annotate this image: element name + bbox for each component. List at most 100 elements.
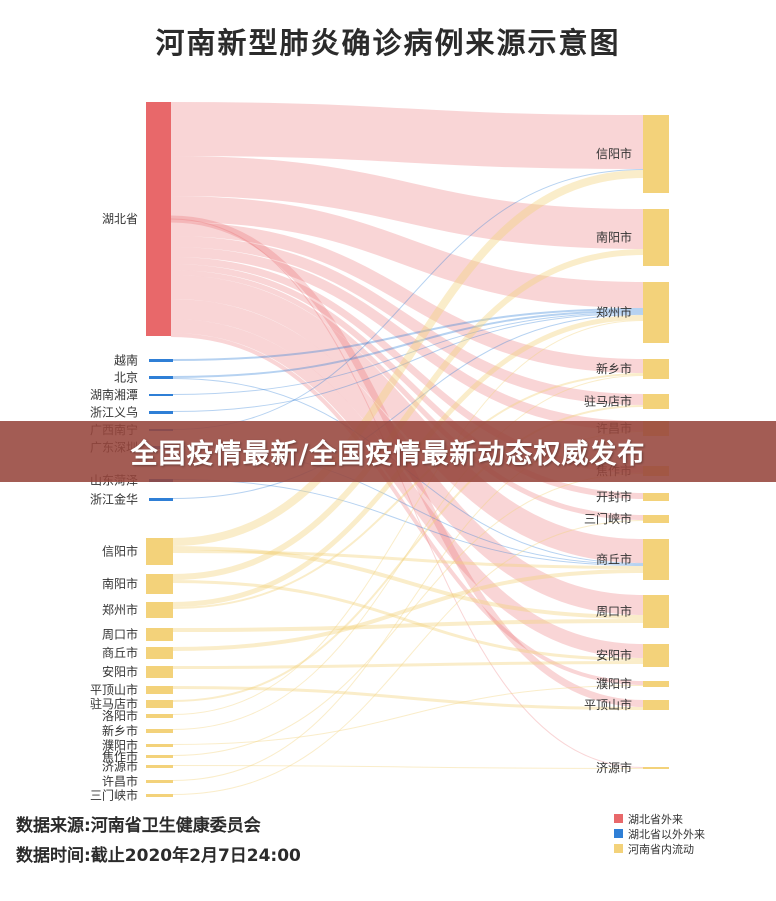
sankey-link bbox=[172, 685, 644, 745]
sankey-link bbox=[170, 319, 644, 658]
target-node-bar bbox=[643, 539, 669, 580]
sankey-link bbox=[170, 264, 644, 499]
source-node-label: 周口市 bbox=[102, 627, 138, 642]
source-node-bar bbox=[146, 647, 173, 659]
source-node-label: 三门峡市 bbox=[90, 788, 138, 803]
target-node-bar bbox=[643, 209, 669, 266]
target-node-bar bbox=[643, 515, 669, 523]
source-node-bar bbox=[146, 574, 173, 594]
source-node-label: 信阳市 bbox=[102, 544, 138, 559]
source-node-bar bbox=[146, 714, 173, 718]
sankey-link bbox=[172, 580, 644, 661]
sankey-link bbox=[172, 169, 644, 430]
target-node-label: 安阳市 bbox=[596, 648, 632, 663]
source-node-bar bbox=[149, 411, 173, 414]
sankey-link bbox=[170, 196, 644, 308]
target-node-bar bbox=[643, 595, 669, 628]
legend-label: 河南省内流动 bbox=[628, 842, 694, 856]
target-node-bar bbox=[643, 681, 669, 687]
sankey-link bbox=[172, 313, 644, 412]
source-node-bar bbox=[149, 394, 173, 396]
sankey-link bbox=[172, 373, 644, 609]
target-node-label: 驻马店市 bbox=[584, 394, 632, 409]
source-node-bar bbox=[146, 538, 173, 565]
target-nodes: 信阳市南阳市郑州市新乡市驻马店市许昌市焦作市开封市三门峡市商丘市周口市安阳市濮阳… bbox=[584, 115, 669, 775]
target-node-label: 平顶山市 bbox=[584, 697, 632, 712]
sankey-link bbox=[172, 520, 644, 795]
source-node-label: 商丘市 bbox=[102, 645, 138, 660]
target-node-label: 南阳市 bbox=[596, 230, 632, 245]
source-node-label: 驻马店市 bbox=[90, 696, 138, 711]
legend-item: 湖北省以外外来 bbox=[614, 826, 705, 841]
target-node-bar bbox=[643, 700, 669, 710]
sankey-link bbox=[170, 275, 644, 563]
sankey-link bbox=[170, 156, 644, 249]
data-time-text: 数据时间:截止2020年2月7日24:00 bbox=[16, 846, 301, 866]
source-node-bar bbox=[146, 602, 173, 618]
sankey-link bbox=[170, 222, 644, 373]
legend-swatch bbox=[614, 844, 623, 853]
source-node-label: 洛阳市 bbox=[102, 708, 138, 723]
sankey-link bbox=[172, 312, 644, 395]
source-node-bar bbox=[146, 794, 173, 797]
sankey-link bbox=[172, 546, 644, 619]
source-node-bar bbox=[149, 498, 173, 501]
legend-item: 河南省内流动 bbox=[614, 841, 705, 856]
sankey-link bbox=[170, 333, 644, 685]
source-node-bar bbox=[146, 780, 173, 783]
sankey-link bbox=[170, 270, 644, 520]
source-node-label: 湖南湘潭 bbox=[90, 387, 138, 402]
target-node-label: 郑州市 bbox=[596, 305, 632, 320]
legend-swatch bbox=[614, 829, 623, 838]
sankey-link bbox=[172, 320, 644, 715]
target-node-label: 濮阳市 bbox=[596, 676, 632, 691]
target-node-label: 商丘市 bbox=[596, 552, 632, 567]
sankey-link bbox=[170, 247, 644, 431]
source-node-bar bbox=[146, 102, 171, 336]
source-node-bar bbox=[146, 700, 173, 708]
sankey-link bbox=[172, 249, 644, 580]
sankey-link bbox=[172, 375, 644, 730]
sankey-link bbox=[172, 308, 644, 361]
overlay-banner: 全国疫情最新/全国疫情最新动态权威发布 bbox=[0, 421, 776, 482]
sankey-link bbox=[172, 170, 644, 546]
target-node-bar bbox=[643, 644, 669, 667]
sankey-link bbox=[170, 236, 644, 405]
source-node-label: 越南 bbox=[114, 353, 138, 368]
sankey-link bbox=[172, 686, 644, 710]
target-node-bar bbox=[643, 767, 669, 769]
legend-label: 湖北省外来 bbox=[628, 812, 683, 826]
source-node-label: 北京 bbox=[114, 371, 138, 385]
source-node-bar bbox=[149, 376, 173, 379]
legend-label: 湖北省以外外来 bbox=[628, 827, 705, 841]
source-node-bar bbox=[146, 729, 173, 733]
sankey-link bbox=[172, 569, 644, 651]
sankey-link bbox=[172, 765, 644, 769]
source-node-label: 平顶山市 bbox=[90, 682, 138, 697]
source-node-label: 焦作市 bbox=[102, 749, 138, 764]
sankey-chart: 湖北省越南北京湖南湘潭浙江义乌广西南宁广东深圳山东菏泽浙江金华信阳市南阳市郑州市… bbox=[90, 102, 669, 803]
sankey-link bbox=[172, 473, 644, 756]
legend-item: 湖北省外来 bbox=[614, 811, 705, 826]
source-node-label: 济源市 bbox=[102, 759, 138, 774]
source-node-bar bbox=[146, 744, 173, 747]
target-node-label: 信阳市 bbox=[596, 146, 632, 161]
source-node-label: 许昌市 bbox=[102, 774, 138, 789]
banner-text: 全国疫情最新/全国疫情最新动态权威发布 bbox=[130, 439, 646, 470]
sankey-link bbox=[170, 218, 644, 768]
sankey-link bbox=[172, 314, 644, 499]
target-node-bar bbox=[643, 394, 669, 409]
sankey-link bbox=[172, 479, 644, 566]
sankey-link bbox=[172, 550, 644, 569]
source-node-bar bbox=[149, 359, 173, 362]
source-node-label: 郑州市 bbox=[102, 602, 138, 617]
sankey-link bbox=[172, 661, 644, 669]
source-node-bar bbox=[146, 628, 173, 641]
source-node-label: 南阳市 bbox=[102, 576, 138, 591]
target-node-label: 三门峡市 bbox=[584, 511, 632, 526]
source-node-bar bbox=[146, 765, 173, 768]
source-node-label: 浙江金华 bbox=[90, 492, 138, 507]
target-node-label: 开封市 bbox=[596, 489, 632, 504]
data-source-text: 数据来源:河南省卫生健康委员会 bbox=[16, 816, 261, 836]
target-node-bar bbox=[643, 282, 669, 343]
